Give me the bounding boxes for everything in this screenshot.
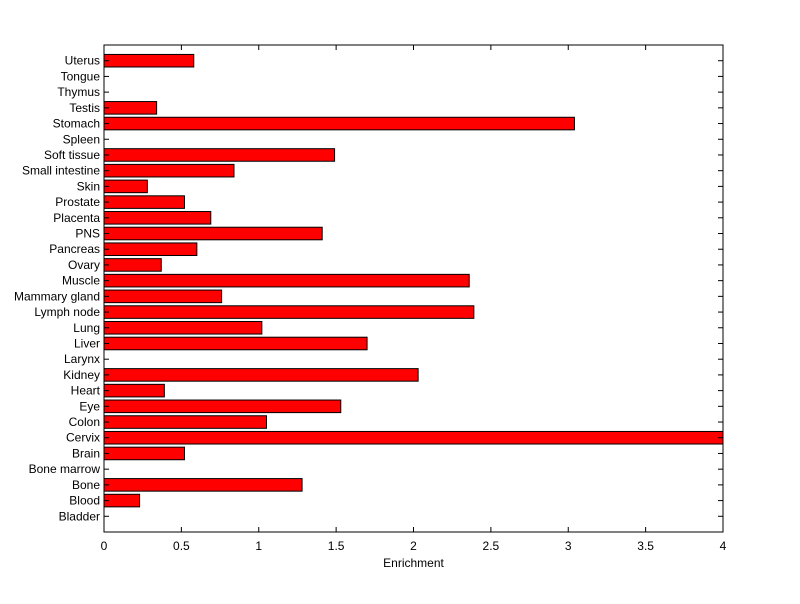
- bar-soft-tissue: [103, 148, 336, 162]
- x-tick-label: 2: [410, 539, 417, 553]
- y-tick-label: Liver: [74, 336, 100, 350]
- bar-prostate: [103, 195, 185, 209]
- bar-eye: [103, 399, 342, 414]
- bar-bone: [103, 478, 303, 492]
- bar-cervix: [103, 430, 724, 445]
- bar-blood: [103, 493, 141, 508]
- bar-heart: [103, 383, 165, 398]
- bars-layer: [103, 53, 724, 508]
- y-tick-label: Bone: [72, 478, 100, 492]
- x-axis-label: Enrichment: [383, 556, 444, 570]
- bar-skin: [103, 179, 148, 194]
- x-tick-label: 2.5: [483, 539, 500, 553]
- bar-uterus: [103, 53, 195, 68]
- bar-stomach: [103, 116, 575, 131]
- x-tick-label: 3.5: [637, 539, 654, 553]
- y-tick-label: PNS: [75, 227, 100, 241]
- y-tick-label: Spleen: [63, 132, 100, 146]
- y-tick-label: Tongue: [61, 69, 101, 83]
- bar-testis: [103, 101, 158, 115]
- bar-small-intestine: [103, 163, 235, 178]
- x-tick-label: 1: [255, 539, 262, 553]
- y-tick-label: Placenta: [53, 211, 100, 225]
- bar-lymph-node: [103, 305, 475, 319]
- x-tick-label: 4: [720, 539, 727, 553]
- y-tick-label: Pancreas: [49, 242, 100, 256]
- y-tick-label: Heart: [71, 384, 101, 398]
- y-tick-label: Cervix: [66, 431, 100, 445]
- y-tick-label: Colon: [69, 415, 100, 429]
- y-tick-label: Skin: [77, 179, 100, 193]
- x-tick-label: 0: [101, 539, 108, 553]
- y-tick-label: Lung: [73, 321, 100, 335]
- y-tick-label: Stomach: [53, 117, 100, 131]
- y-tick-label: Soft tissue: [44, 148, 100, 162]
- y-tick-label: Larynx: [64, 352, 100, 366]
- x-tick-label: 0.5: [173, 539, 190, 553]
- bar-colon: [103, 415, 267, 429]
- bar-placenta: [103, 211, 212, 225]
- bar-lung: [103, 320, 263, 335]
- y-tick-label: Uterus: [65, 54, 100, 68]
- y-tick-label: Kidney: [63, 368, 100, 382]
- y-tick-label: Mammary gland: [14, 289, 100, 303]
- y-tick-label: Prostate: [55, 195, 100, 209]
- ticks-layer: [103, 45, 724, 532]
- bar-pns: [103, 226, 323, 241]
- bar-brain: [103, 446, 185, 461]
- bar-mammary-gland: [103, 289, 223, 304]
- y-tick-label: Small intestine: [22, 164, 100, 178]
- y-tick-label: Muscle: [62, 274, 100, 288]
- y-tick-label: Testis: [69, 101, 100, 115]
- y-tick-label: Thymus: [57, 85, 100, 99]
- x-tick-label: 1.5: [328, 539, 345, 553]
- y-tick-label: Lymph node: [34, 305, 100, 319]
- bar-ovary: [103, 258, 162, 272]
- x-tick-label: 3: [565, 539, 572, 553]
- y-tick-label: Eye: [79, 399, 100, 413]
- bar-kidney: [103, 368, 419, 382]
- bar-liver: [103, 336, 368, 351]
- y-tick-label: Bladder: [59, 509, 100, 523]
- bar-pancreas: [103, 242, 198, 257]
- y-tick-label: Bone marrow: [29, 462, 101, 476]
- y-tick-label: Blood: [69, 494, 100, 508]
- y-tick-label: Brain: [72, 446, 100, 460]
- y-tick-label: Ovary: [68, 258, 100, 272]
- bar-muscle: [103, 273, 470, 288]
